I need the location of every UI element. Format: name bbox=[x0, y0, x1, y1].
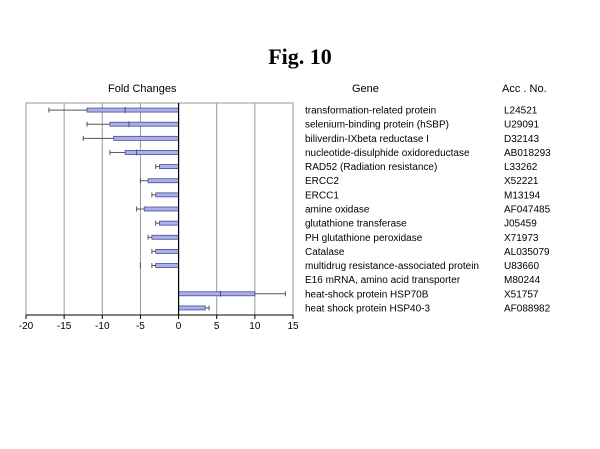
accession-label: AF047485 bbox=[504, 205, 551, 216]
bar bbox=[178, 305, 206, 311]
bar bbox=[178, 291, 256, 297]
bar bbox=[86, 107, 179, 113]
gene-label: nucleotide-disulphide oxidoreductase bbox=[305, 148, 470, 159]
figure-title: Fig. 10 bbox=[268, 44, 332, 69]
accession-label: X52221 bbox=[504, 176, 539, 187]
accession-label: U83660 bbox=[504, 261, 539, 272]
accession-label: D32143 bbox=[504, 134, 539, 145]
gene-label: heat-shock protein HSP70B bbox=[305, 289, 429, 300]
accession-label: M13194 bbox=[504, 190, 541, 201]
bar bbox=[147, 178, 179, 184]
accession-label: L33262 bbox=[504, 162, 538, 173]
labels: -20 -15 -10 -5 0 5 10 15 transformation-related … bbox=[19, 106, 551, 332]
bar bbox=[151, 234, 179, 240]
accession-label: U29091 bbox=[504, 120, 539, 131]
accession-label: L24521 bbox=[504, 106, 538, 117]
x-tick-label: 0 bbox=[176, 321, 182, 332]
x-tick-label: -15 bbox=[57, 321, 72, 332]
x-tick-label: 15 bbox=[287, 321, 299, 332]
accession-label: AB018293 bbox=[504, 148, 551, 159]
accession-header: Acc . No. bbox=[502, 83, 547, 95]
bar bbox=[155, 192, 179, 198]
bar bbox=[159, 220, 179, 226]
bar bbox=[155, 263, 179, 268]
accession-label: J05459 bbox=[504, 219, 537, 230]
accession-label: X51757 bbox=[504, 289, 539, 300]
accession-label: M80244 bbox=[504, 275, 541, 286]
accession-label: X71973 bbox=[504, 233, 539, 244]
x-tick-label: 5 bbox=[214, 321, 220, 332]
bar bbox=[109, 121, 179, 127]
x-tick-label: -10 bbox=[95, 321, 110, 332]
gene-header: Gene bbox=[352, 83, 379, 95]
bar bbox=[143, 206, 179, 212]
gene-label: amine oxidase bbox=[305, 205, 370, 216]
gene-label: multidrug resistance-associated protein bbox=[305, 261, 479, 272]
bar bbox=[155, 248, 179, 254]
x-tick-label: -5 bbox=[136, 321, 145, 332]
accession-label: AF088982 bbox=[504, 303, 551, 314]
gene-label: Catalase bbox=[305, 247, 345, 258]
gene-label: biliverdin-IXbeta reductase I bbox=[305, 134, 429, 145]
x-tick-label: 10 bbox=[249, 321, 261, 332]
bar bbox=[124, 150, 179, 155]
gene-label: glutathione transferase bbox=[305, 219, 407, 230]
accession-label: AL035079 bbox=[504, 247, 550, 258]
gene-label: E16 mRNA, amino acid transporter bbox=[305, 275, 461, 286]
fold-changes-header: Fold Changes bbox=[108, 83, 177, 95]
gene-label: RAD52 (Radiation resistance) bbox=[305, 162, 437, 173]
gene-label: heat shock protein HSP40-3 bbox=[305, 303, 431, 314]
gene-label: selenium-binding protein (hSBP) bbox=[305, 120, 449, 131]
gene-label: PH glutathione peroxidase bbox=[305, 233, 423, 244]
x-tick-label: -20 bbox=[19, 321, 34, 332]
bars bbox=[48, 107, 286, 311]
gene-label: transformation-related protein bbox=[305, 106, 436, 117]
bar bbox=[113, 135, 179, 141]
bar bbox=[159, 164, 179, 170]
gene-label: ERCC2 bbox=[305, 176, 339, 187]
axes bbox=[25, 103, 294, 319]
gene-label: ERCC1 bbox=[305, 190, 339, 201]
